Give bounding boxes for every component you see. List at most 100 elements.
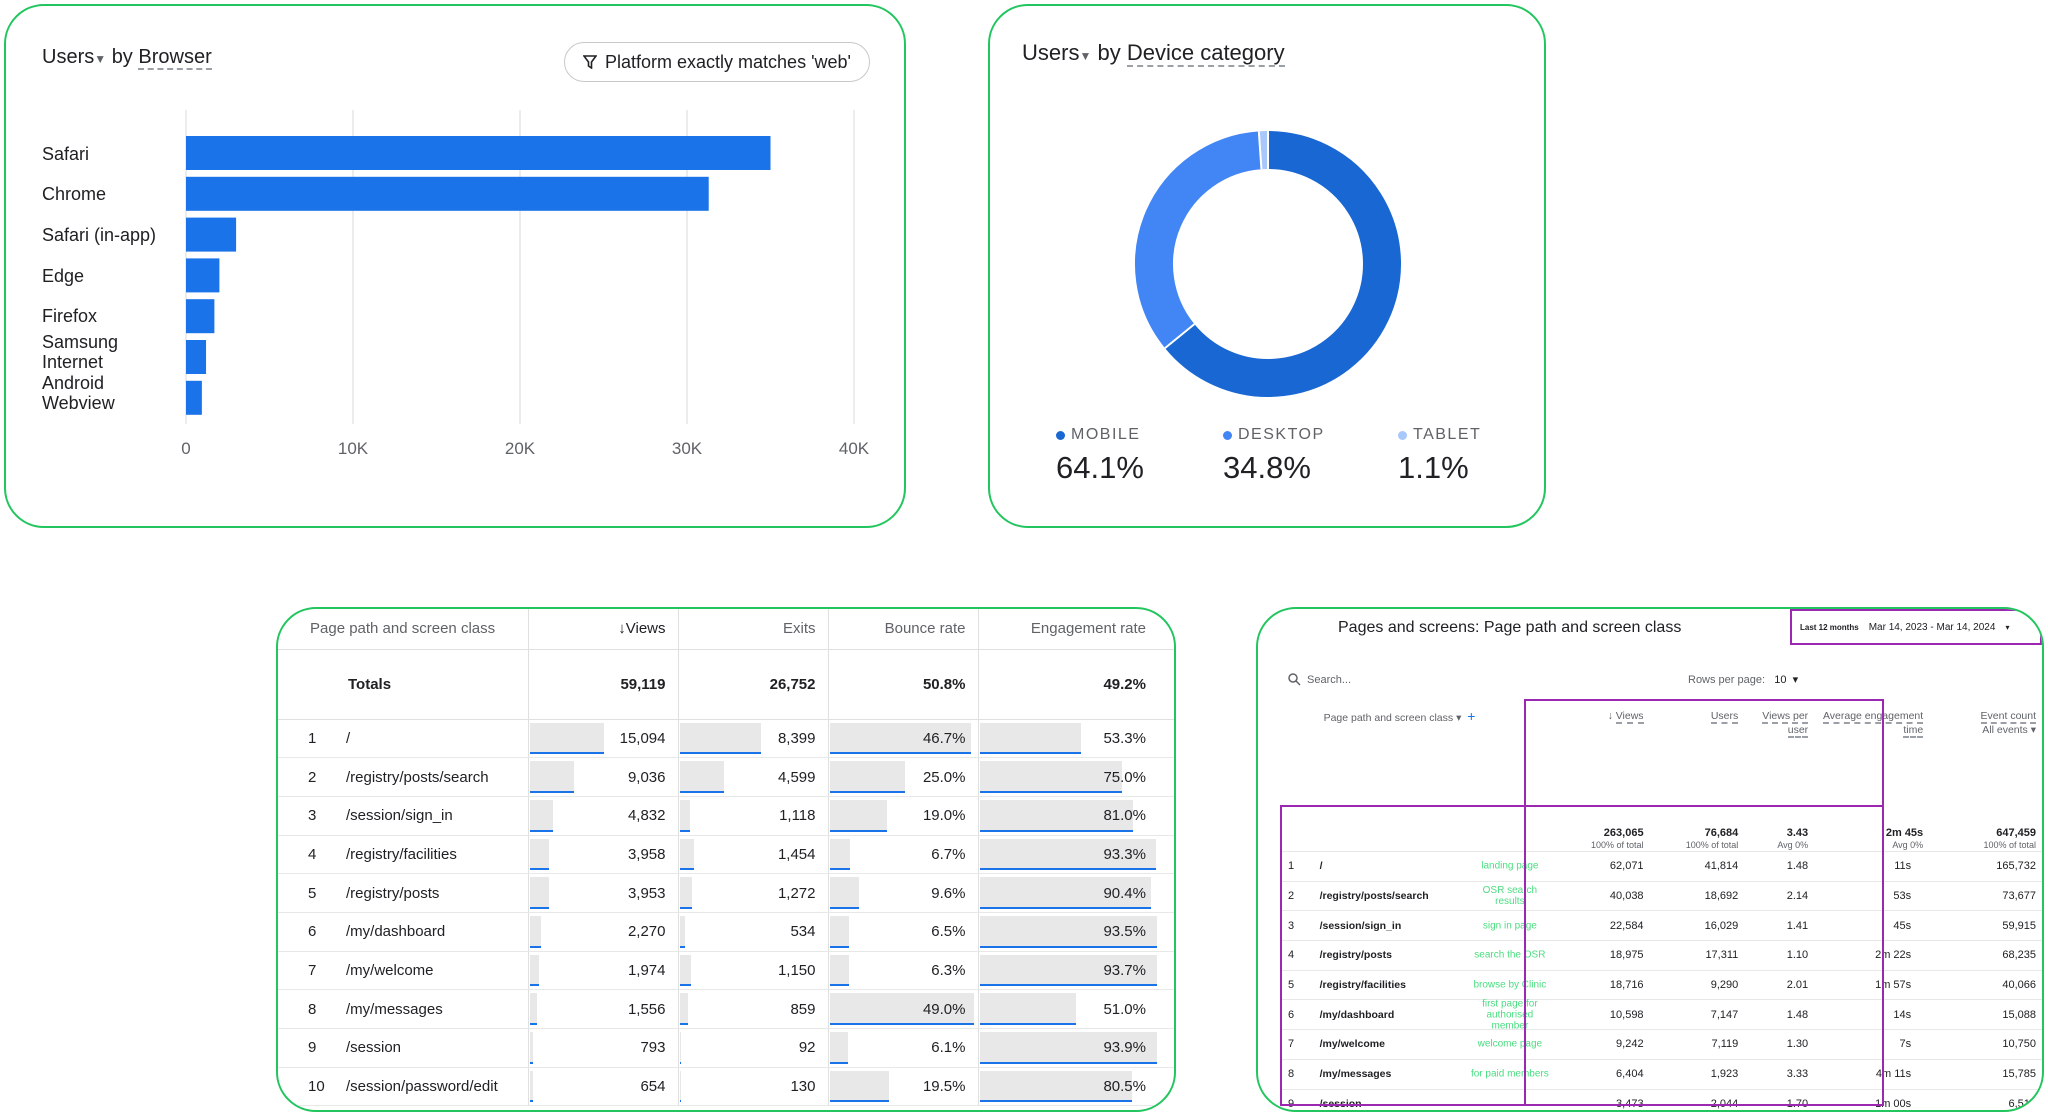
- row-index: 8: [1282, 1058, 1314, 1089]
- cell-events: 10,750: [1929, 1029, 2042, 1060]
- caret-down-icon: ▼: [1079, 49, 1092, 63]
- totals-row: 263,065 100% of total 76,684 100% of total…: [1282, 805, 2042, 852]
- table-row[interactable]: 5/registry/facilities browse by Clinic 18,…: [1282, 969, 2042, 1000]
- table-row[interactable]: 8/my/messages 1,556 859 49.0% 51.0%: [278, 989, 1174, 1029]
- cell-events: 6,516: [1929, 1088, 2042, 1110]
- cell-vpu: 1.10: [1744, 940, 1815, 971]
- metric-selector[interactable]: Users▼: [1022, 40, 1092, 65]
- col-header-avg-engagement[interactable]: Average engagement time: [1822, 710, 1924, 738]
- row-path: /my/welcome: [346, 961, 434, 979]
- cell-value: 1,118: [779, 807, 816, 825]
- pages-table-card: Page path and screen class ↓Views Exits …: [276, 607, 1176, 1112]
- dimension-selector[interactable]: Browser: [138, 46, 212, 70]
- row-page-path[interactable]: 10/session/password/edit: [278, 1067, 528, 1107]
- caret-down-icon: ▾: [1792, 674, 1799, 686]
- table-row[interactable]: 8/my/messages for paid members 6,404 1,923 3…: [1282, 1058, 2042, 1089]
- row-path: /session/sign_in: [346, 807, 453, 825]
- table-row[interactable]: 1 / landing page 62,071 41,814 1.48 11s 165,732: [1282, 851, 2042, 882]
- row-page-path[interactable]: /registry/posts/search OSR search results: [1313, 880, 1555, 911]
- search-box[interactable]: Search...: [1288, 673, 1351, 686]
- bar[interactable]: [186, 136, 771, 170]
- col-header-users[interactable]: Users: [1710, 710, 1739, 724]
- table-row[interactable]: 2/registry/posts/search OSR search result…: [1282, 880, 2042, 911]
- row-page-path[interactable]: /session/sign_in sign in page: [1313, 910, 1555, 941]
- col-header-exits[interactable]: Exits: [677, 609, 828, 650]
- bar[interactable]: [186, 380, 202, 415]
- col-header-views-per-user[interactable]: Views per user: [1762, 710, 1809, 738]
- cell-value: 51.0%: [1103, 1000, 1146, 1018]
- row-page-path[interactable]: 2/registry/posts/search: [278, 757, 528, 797]
- table-row[interactable]: 3/session/sign_in 4,832 1,118 19.0% 81.0%: [278, 796, 1174, 836]
- row-path: /my/messages: [346, 1000, 443, 1018]
- bar[interactable]: [186, 258, 220, 293]
- cell-bar: [979, 722, 1081, 755]
- cell-views: 10,598: [1554, 999, 1650, 1030]
- cell-engagement: 53.3%: [977, 719, 1174, 759]
- row-index: 2: [1282, 880, 1314, 911]
- donut-slice[interactable]: [1135, 131, 1262, 349]
- row-page-path[interactable]: /my/dashboard first page for authorised m…: [1313, 998, 1555, 1031]
- rows-per-page-select[interactable]: 10 ▾: [1774, 674, 1799, 686]
- bar[interactable]: [186, 176, 709, 211]
- table-row[interactable]: 4/registry/facilities 3,958 1,454 6.7% 93.3%: [278, 835, 1174, 875]
- row-page-path[interactable]: /my/welcome welcome page: [1313, 1029, 1555, 1060]
- metric-selector[interactable]: Users▼: [42, 46, 107, 68]
- table-row[interactable]: 7/my/welcome welcome page 9,242 7,119 1.30 7s…: [1282, 1029, 2042, 1060]
- cell-bar: [829, 838, 850, 871]
- cell-engagement: 93.7%: [977, 951, 1174, 991]
- table-row[interactable]: 6/my/dashboard first page for authorised …: [1282, 998, 2042, 1031]
- col-header-dimension[interactable]: Page path and screen class ▾ +: [1323, 708, 1476, 724]
- filter-chip[interactable]: Platform exactly matches 'web': [564, 42, 870, 82]
- row-page-path[interactable]: 6/my/dashboard: [278, 912, 528, 952]
- row-page-path[interactable]: 9/session: [278, 1028, 528, 1068]
- table-row[interactable]: 3/session/sign_in sign in page 22,584 16,02…: [1282, 910, 2042, 941]
- col-header-views[interactable]: ↓ Views: [1607, 710, 1644, 724]
- row-page-path[interactable]: 4/registry/facilities: [278, 835, 528, 875]
- table-row[interactable]: 2/registry/posts/search 9,036 4,599 25.0% 75…: [278, 757, 1174, 797]
- table-row[interactable]: 10/session/password/edit 654 130 19.5% 80.5%: [278, 1067, 1174, 1107]
- row-page-path[interactable]: 5/registry/posts: [278, 873, 528, 913]
- cell-exits: 1,150: [677, 951, 828, 991]
- table-row[interactable]: 7/my/welcome 1,974 1,150 6.3% 93.7%: [278, 951, 1174, 991]
- col-header-views[interactable]: ↓Views: [527, 609, 678, 650]
- cell-users: 18,692: [1649, 880, 1745, 911]
- table-row[interactable]: 4/registry/posts search the OSR 18,975 17,3…: [1282, 940, 2042, 971]
- cell-exits: 1,454: [677, 835, 828, 875]
- row-page-path[interactable]: 3/session/sign_in: [278, 796, 528, 836]
- table-row[interactable]: 5/registry/posts 3,953 1,272 9.6% 90.4%: [278, 873, 1174, 913]
- row-page-path[interactable]: /registry/facilities browse by Clinic: [1313, 969, 1555, 1000]
- row-page-path[interactable]: 8/my/messages: [278, 989, 528, 1029]
- cell-value: 1,974: [627, 961, 666, 979]
- table-row[interactable]: 1/15,094 8,399 46.7% 53.3%: [278, 719, 1174, 759]
- row-page-path[interactable]: 7/my/welcome: [278, 951, 528, 991]
- dimension-selector[interactable]: Device category: [1126, 40, 1285, 67]
- cell-views: 9,242: [1554, 1029, 1650, 1060]
- cell-views: 793: [527, 1028, 678, 1068]
- cell-bar: [829, 799, 888, 832]
- row-path: /registry/posts: [346, 884, 440, 902]
- table-row[interactable]: 6/my/dashboard 2,270 534 6.5% 93.5%: [278, 912, 1174, 952]
- bar[interactable]: [186, 340, 207, 374]
- highlight-rows-box: [1280, 805, 1884, 1106]
- search-placeholder: Search...: [1307, 673, 1352, 686]
- bar[interactable]: [186, 299, 215, 334]
- table-row[interactable]: 9/session 793 92 6.1% 93.9%: [278, 1028, 1174, 1068]
- donut-slice[interactable]: [1165, 131, 1401, 397]
- add-dimension-icon[interactable]: +: [1467, 708, 1476, 724]
- cell-views: 9,036: [527, 757, 678, 797]
- row-page-path[interactable]: / landing page: [1313, 851, 1555, 882]
- caret-down-icon: ▾: [2005, 622, 2010, 632]
- date-range-picker[interactable]: Last 12 months Mar 14, 2023 - Mar 14, 20…: [1790, 609, 2042, 645]
- col-header-engagement-rate[interactable]: Engagement rate: [977, 609, 1174, 650]
- category-label: Chrome: [42, 184, 106, 204]
- cell-aet: 7s: [1814, 1029, 1930, 1060]
- row-page-path[interactable]: 1/: [278, 719, 528, 759]
- cell-bar: [979, 1070, 1133, 1103]
- col-header-page-path[interactable]: Page path and screen class: [278, 609, 528, 650]
- col-header-event-count[interactable]: Event count All events ▾: [1980, 710, 2036, 736]
- row-page-path[interactable]: /my/messages for paid members: [1313, 1058, 1555, 1089]
- row-page-path[interactable]: /registry/posts search the OSR: [1313, 940, 1555, 971]
- col-header-bounce-rate[interactable]: Bounce rate: [827, 609, 978, 650]
- totals-row: Totals 59,119 26,752 50.8% 49.2%: [278, 649, 1174, 720]
- bar[interactable]: [186, 217, 237, 252]
